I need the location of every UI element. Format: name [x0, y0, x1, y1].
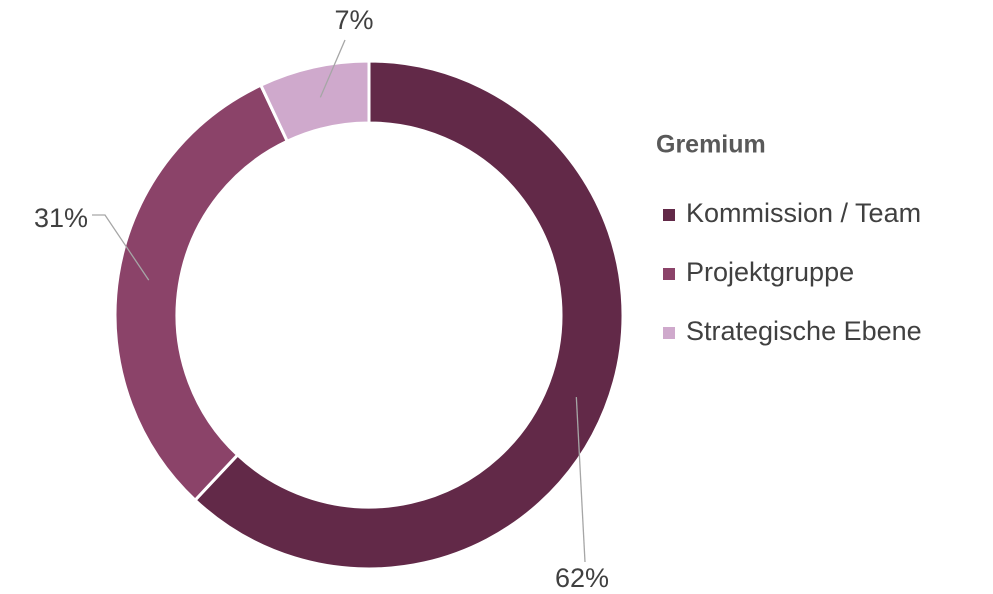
- legend-swatch: [663, 209, 675, 221]
- donut-slice: [258, 59, 371, 144]
- data-label: 31%: [34, 203, 88, 233]
- leader-line: [92, 214, 150, 281]
- data-label: 7%: [334, 5, 373, 35]
- legend-swatch: [663, 268, 675, 280]
- data-label: 62%: [555, 563, 609, 593]
- donut-slice: [193, 59, 625, 571]
- leader-line: [575, 397, 586, 563]
- donut-slice: [113, 83, 290, 503]
- legend-label: Kommission / Team: [686, 198, 921, 228]
- legend-swatch: [663, 327, 675, 339]
- legend-label: Strategische Ebene: [686, 316, 922, 346]
- leader-line: [319, 39, 346, 98]
- legend-label: Projektgruppe: [686, 257, 854, 287]
- legend-title: Gremium: [656, 131, 766, 159]
